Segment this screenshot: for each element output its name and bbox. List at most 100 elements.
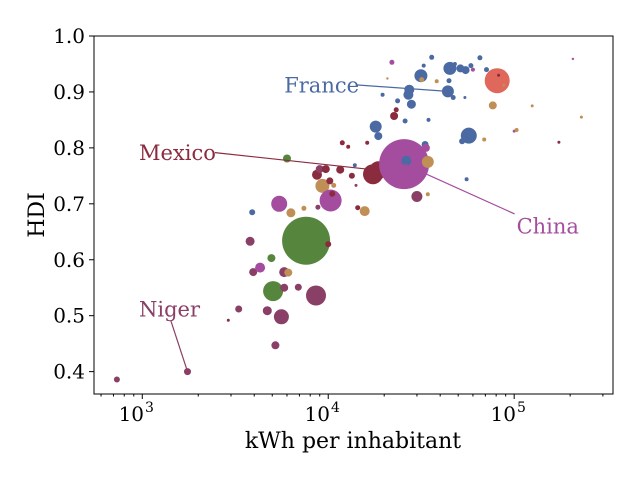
data-point-82 bbox=[470, 67, 475, 72]
data-point-6 bbox=[249, 268, 258, 277]
data-point-51 bbox=[395, 98, 401, 104]
data-point-72 bbox=[443, 61, 457, 75]
data-point-36 bbox=[348, 172, 355, 179]
data-point-10 bbox=[263, 281, 284, 302]
data-point-66 bbox=[425, 192, 430, 197]
data-point-3 bbox=[235, 305, 243, 313]
data-point-28 bbox=[325, 241, 332, 248]
data-point-86 bbox=[488, 101, 497, 110]
data-point-31 bbox=[329, 190, 336, 197]
data-point-17 bbox=[284, 268, 293, 277]
x-axis-label: kWh per inhabitant bbox=[245, 429, 461, 454]
y-tick-label-5: 0.9 bbox=[53, 80, 85, 104]
data-point-81 bbox=[468, 63, 474, 69]
data-point-7 bbox=[255, 262, 266, 273]
data-point-78 bbox=[461, 66, 470, 75]
data-point-85 bbox=[484, 67, 489, 73]
data-point-67 bbox=[426, 117, 431, 122]
annotation-arrow-china bbox=[403, 163, 515, 215]
y-tick-label-4: 0.8 bbox=[53, 136, 85, 160]
y-tick-label-3: 0.7 bbox=[53, 192, 85, 216]
data-point-29 bbox=[326, 177, 334, 185]
data-point-89 bbox=[502, 83, 506, 87]
data-point-50 bbox=[393, 107, 399, 113]
data-point-68 bbox=[429, 54, 435, 60]
data-point-91 bbox=[514, 128, 519, 132]
data-point-18 bbox=[286, 208, 296, 218]
data-point-49 bbox=[390, 112, 399, 120]
data-point-55 bbox=[401, 155, 412, 166]
x-tick-label-2: 105 bbox=[490, 400, 525, 426]
data-point-83 bbox=[477, 55, 483, 61]
data-point-45 bbox=[374, 132, 383, 141]
data-point-88 bbox=[497, 73, 501, 77]
data-point-60 bbox=[414, 69, 428, 83]
x-axis-ticks: 103 104 105 bbox=[100, 394, 604, 426]
data-point-22 bbox=[306, 285, 326, 306]
data-point-79 bbox=[464, 177, 469, 182]
data-point-47 bbox=[386, 77, 389, 80]
data-point-20 bbox=[301, 205, 307, 211]
data-point-41 bbox=[365, 140, 370, 145]
data-point-9 bbox=[267, 254, 276, 263]
data-point-46 bbox=[380, 92, 385, 97]
data-point-13 bbox=[273, 309, 289, 325]
y-tick-label-0: 0.4 bbox=[53, 360, 85, 384]
data-point-71 bbox=[446, 78, 452, 84]
data-point-32 bbox=[331, 182, 337, 188]
data-point-92 bbox=[530, 104, 534, 108]
data-point-15 bbox=[280, 283, 289, 292]
data-point-44 bbox=[369, 120, 382, 133]
annotation-niger: Niger bbox=[139, 298, 201, 322]
y-axis-label: HDI bbox=[25, 192, 50, 238]
data-point-58 bbox=[406, 99, 416, 109]
data-point-84 bbox=[482, 137, 487, 142]
data-point-77 bbox=[463, 96, 467, 99]
data-point-74 bbox=[452, 62, 457, 66]
annotation-mexico: Mexico bbox=[139, 141, 216, 165]
annotations: France Mexico China Niger bbox=[139, 73, 579, 372]
data-point-0 bbox=[113, 376, 120, 383]
scatter-points bbox=[113, 54, 583, 383]
data-point-87 bbox=[484, 68, 510, 94]
annotation-arrow-france bbox=[356, 84, 448, 92]
data-point-2 bbox=[226, 318, 230, 322]
data-point-38 bbox=[354, 183, 358, 187]
data-point-26 bbox=[315, 178, 330, 193]
data-point-11 bbox=[271, 341, 280, 350]
data-point-62 bbox=[421, 63, 426, 68]
data-point-54 bbox=[402, 118, 408, 124]
plot-frame bbox=[93, 35, 614, 395]
data-point-94 bbox=[571, 57, 575, 61]
data-point-33 bbox=[336, 165, 345, 174]
annotation-china: China bbox=[517, 214, 579, 238]
data-point-65 bbox=[421, 155, 434, 168]
data-point-80 bbox=[460, 127, 477, 144]
data-point-21 bbox=[282, 216, 331, 265]
data-point-35 bbox=[346, 144, 351, 149]
data-point-5 bbox=[249, 209, 256, 216]
data-point-73 bbox=[450, 95, 456, 100]
data-point-48 bbox=[389, 59, 395, 65]
data-point-8 bbox=[262, 306, 272, 316]
data-point-93 bbox=[557, 140, 561, 144]
data-point-39 bbox=[355, 205, 361, 211]
x-tick-label-0: 103 bbox=[119, 400, 154, 426]
data-point-95 bbox=[579, 115, 583, 119]
data-point-27 bbox=[321, 165, 330, 174]
data-point-24 bbox=[315, 165, 324, 174]
data-point-19 bbox=[294, 283, 302, 291]
data-point-34 bbox=[339, 140, 345, 146]
data-point-64 bbox=[421, 143, 430, 152]
data-point-4 bbox=[245, 236, 255, 246]
data-point-57 bbox=[404, 84, 415, 95]
x-tick-label-1: 104 bbox=[305, 400, 340, 426]
data-point-69 bbox=[434, 79, 439, 84]
y-tick-label-2: 0.6 bbox=[53, 248, 85, 272]
y-tick-label-6: 1.0 bbox=[53, 24, 85, 48]
data-point-37 bbox=[352, 163, 357, 168]
data-point-30 bbox=[319, 189, 342, 212]
data-point-40 bbox=[359, 206, 370, 217]
annotation-arrow-mexico bbox=[214, 152, 379, 171]
